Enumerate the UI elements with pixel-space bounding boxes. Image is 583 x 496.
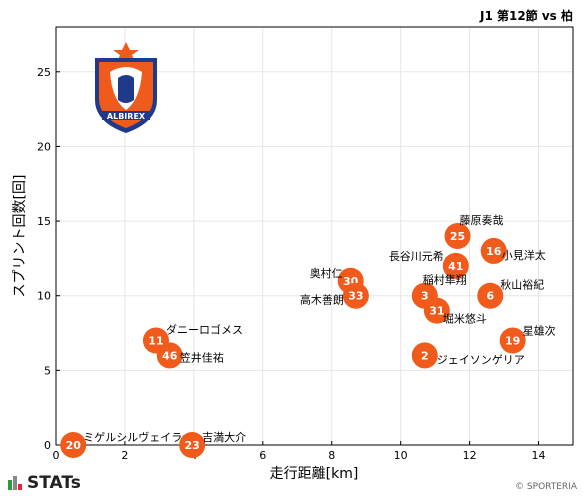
point-marker: [179, 432, 206, 458]
player-point: 33 高木善朗: [300, 282, 369, 309]
point-marker: [442, 252, 469, 279]
brand-text: STATs: [27, 473, 81, 493]
x-tick-label: 0: [53, 449, 60, 462]
player-number: 11: [148, 335, 163, 348]
player-name-label: 星雄次: [523, 324, 556, 338]
player-name-label: 小見洋太: [502, 248, 546, 262]
albirex-niigata-crest-icon: ALBIREX: [95, 42, 157, 133]
x-tick-label: 8: [328, 449, 335, 462]
chart-title: J1 第12節 vs 柏: [479, 8, 573, 23]
player-name-label: 長谷川元希: [389, 249, 444, 263]
x-tick-label: 2: [121, 449, 128, 462]
y-tick-label: 5: [44, 364, 51, 377]
x-tick-label: 12: [463, 449, 477, 462]
player-point: 41 長谷川元希: [389, 249, 469, 279]
player-number: 25: [450, 230, 465, 243]
player-name-label: 吉満大介: [202, 430, 246, 444]
plot-area-frame: [55, 26, 574, 446]
svg-text:ALBIREX: ALBIREX: [107, 112, 146, 121]
player-name-label: 笠井佳祐: [180, 350, 224, 364]
x-axis-label: 走行距離[km]: [270, 465, 359, 482]
y-tick-label: 0: [44, 439, 51, 452]
player-number: 3: [421, 290, 429, 303]
player-name-label: 秋山裕紀: [500, 278, 544, 292]
player-name-label: 藤原奏哉: [460, 213, 504, 227]
x-tick-label: 10: [394, 449, 408, 462]
player-number: 19: [505, 335, 520, 348]
player-point: 46 笠井佳祐: [156, 342, 224, 369]
player-number: 31: [429, 305, 444, 318]
y-tick-label: 25: [37, 66, 51, 79]
player-point: 25 藤原奏哉: [444, 213, 504, 249]
copyright-text: © SPORTERIA: [515, 482, 577, 492]
player-number: 2: [421, 349, 429, 362]
x-tick-label: 6: [259, 449, 266, 462]
point-marker: [477, 282, 504, 309]
player-number: 20: [66, 439, 82, 452]
player-number: 16: [486, 245, 502, 258]
y-tick-label: 10: [37, 290, 51, 303]
bar-chart-icon: [8, 475, 23, 495]
player-name-label: ミゲルシルヴェイラ: [83, 430, 182, 444]
x-tick-label: 14: [532, 449, 546, 462]
player-name-label: ジェイソンゲリア: [437, 353, 525, 366]
player-name-label: 奥村仁: [310, 266, 343, 280]
player-number: 41: [448, 260, 463, 273]
player-point: 16 小見洋太: [480, 237, 546, 264]
grid-lines: [55, 27, 573, 446]
player-name-label: 高木善朗: [300, 293, 344, 307]
point-marker: [444, 223, 471, 249]
player-point: 2 ジェイソンゲリア: [411, 342, 525, 369]
player-name-label: 堀米悠斗: [443, 312, 487, 326]
stats-brand-logo: STATs: [8, 473, 81, 495]
point-marker: [499, 327, 526, 354]
point-marker: [342, 282, 369, 309]
player-number: 6: [486, 290, 494, 303]
point-marker: [480, 237, 507, 264]
y-axis-label: スプリント回数[回]: [12, 175, 28, 298]
point-marker: [60, 432, 87, 458]
point-marker: [423, 297, 450, 324]
y-tick-label: 20: [37, 140, 51, 153]
y-tick-label: 15: [37, 215, 51, 228]
player-number: 46: [162, 349, 178, 362]
player-name-label: ダニーロゴメス: [166, 323, 243, 337]
player-number: 33: [348, 290, 363, 303]
point-marker: [411, 342, 438, 369]
player-number: 23: [184, 439, 199, 452]
player-point: 6 秋山裕紀: [477, 278, 544, 309]
point-marker: [156, 342, 183, 369]
player-name-label: 稲村隼翔: [423, 273, 467, 287]
axis-ticks: 0 2 46 8 10 12 14 0 5 10 15 20 25: [37, 66, 546, 462]
